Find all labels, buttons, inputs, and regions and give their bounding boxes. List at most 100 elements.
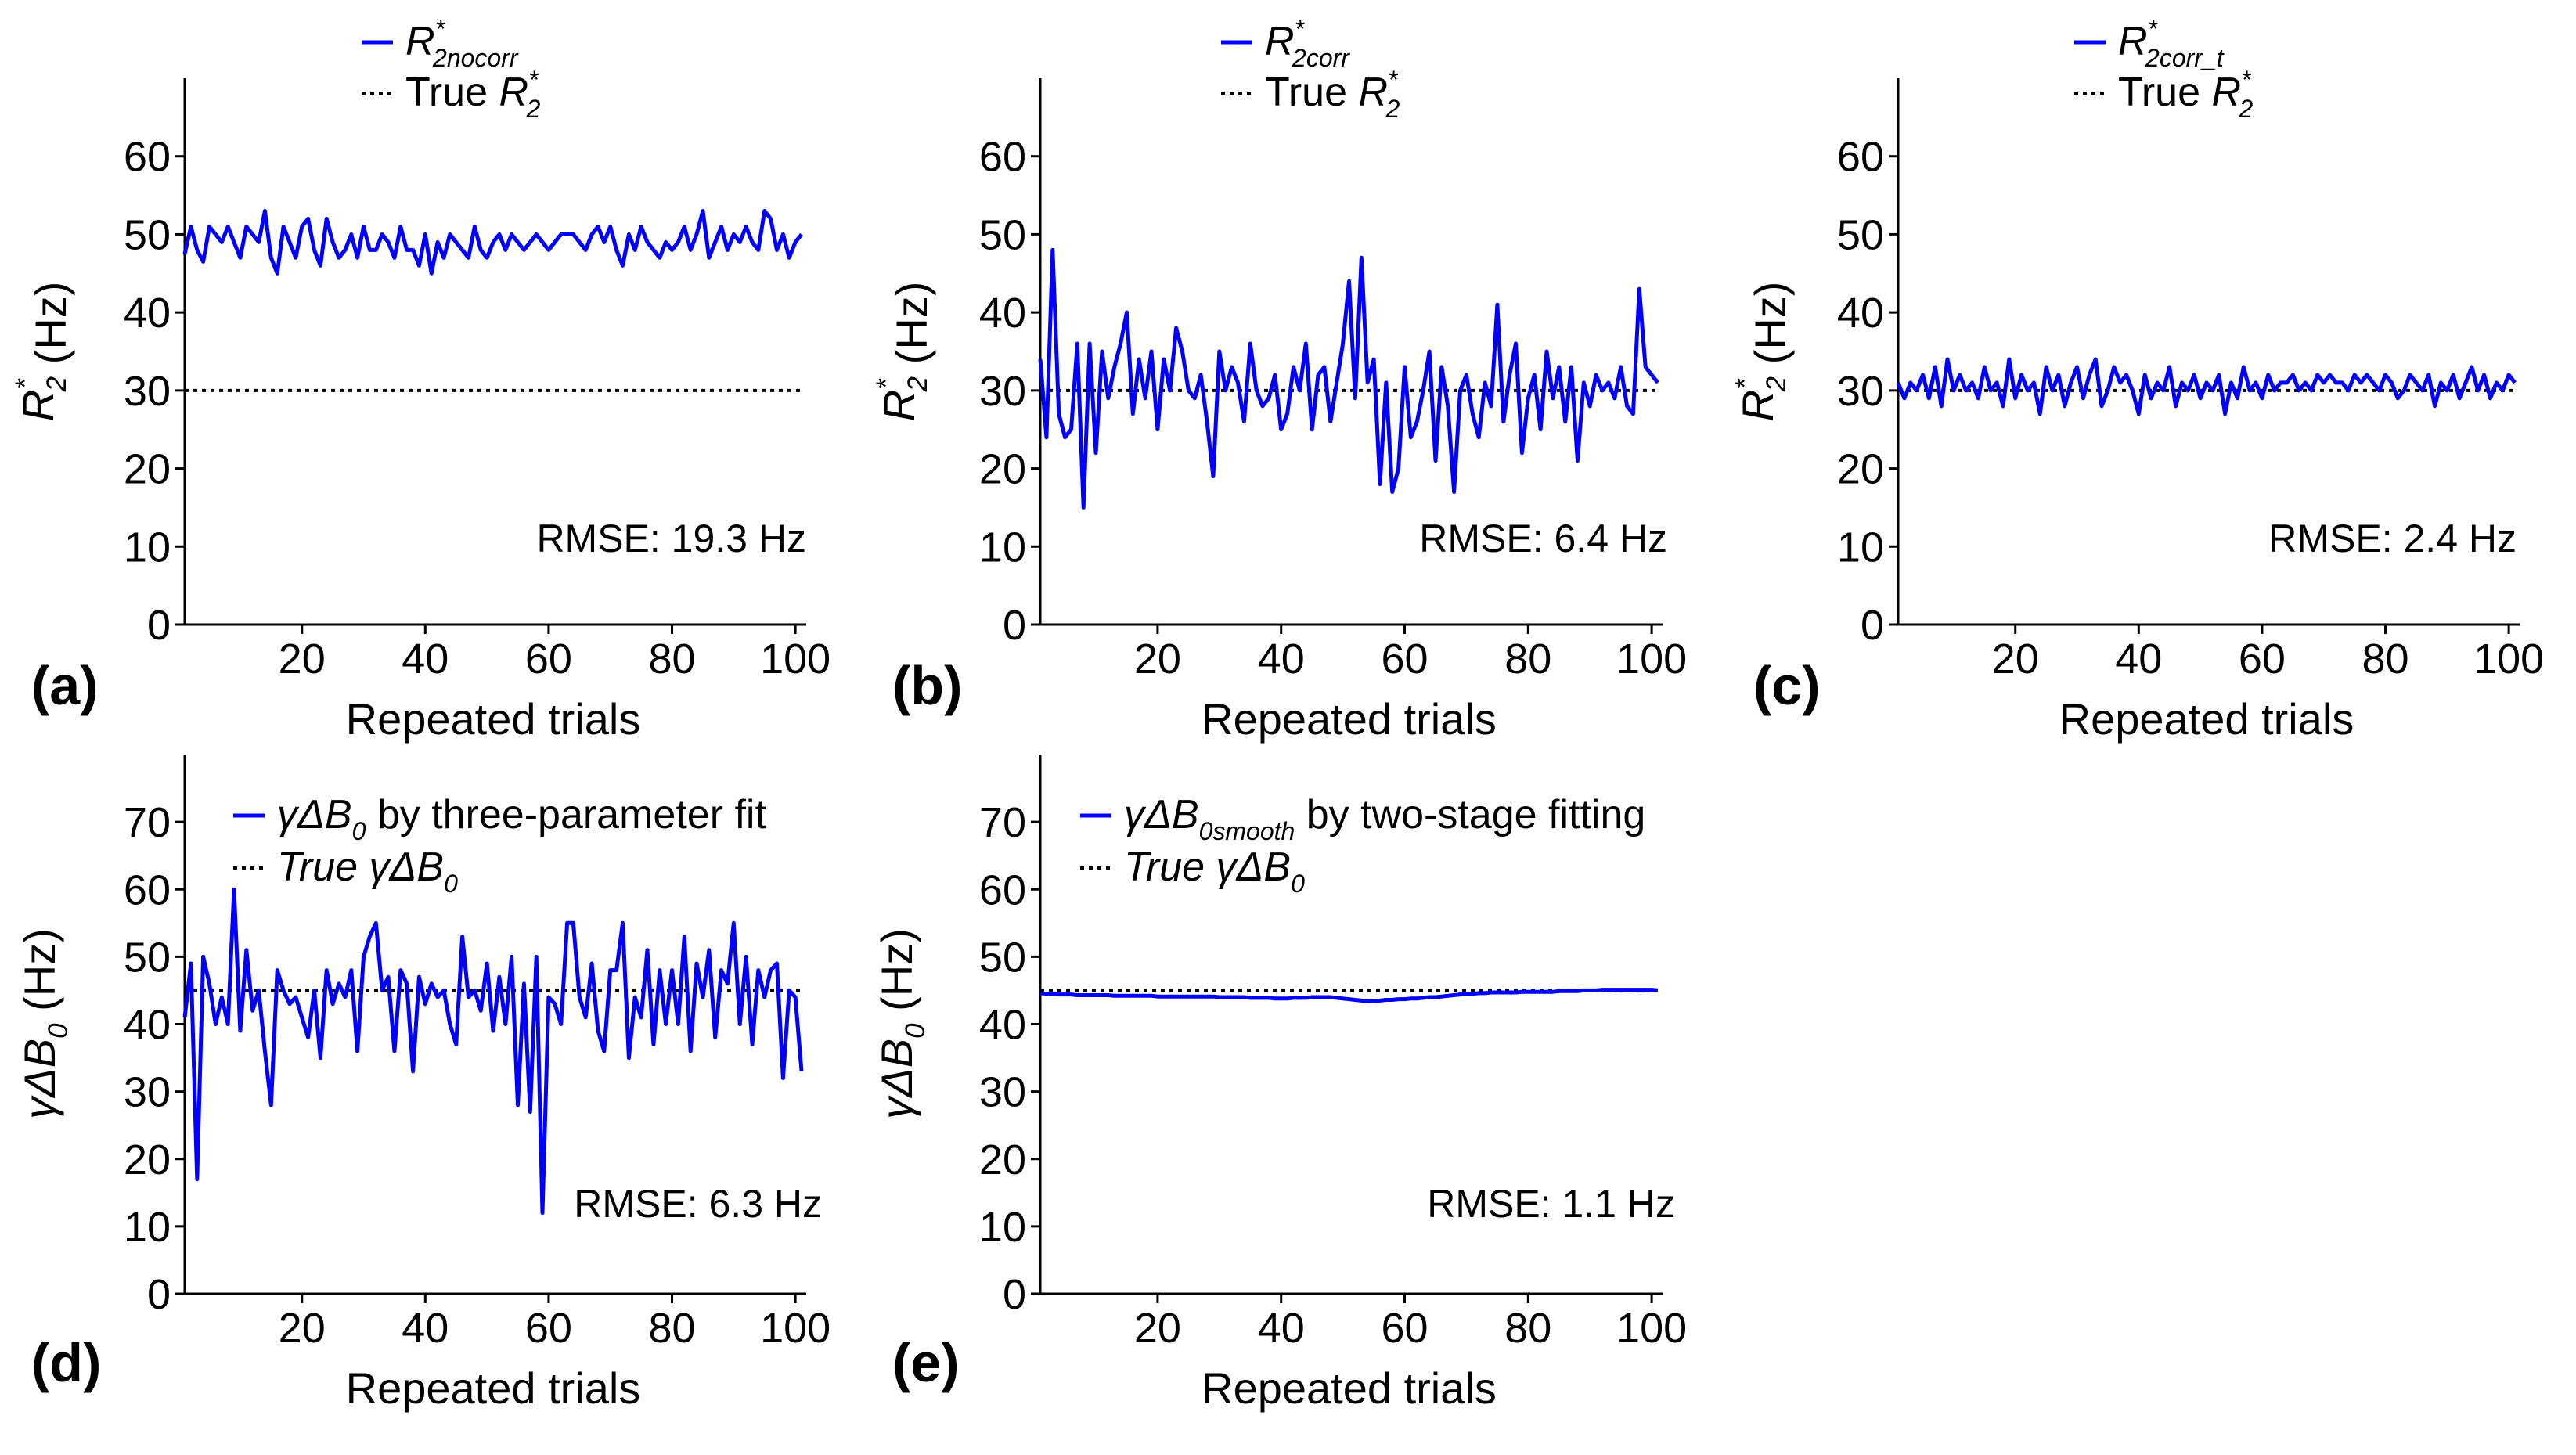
legend-label: True R* 2: [2118, 66, 2253, 123]
legend-label: True R* 2: [1265, 66, 1400, 123]
y-axis-title: R*2 (Hz): [871, 282, 936, 422]
x-tick-label: 20: [1992, 636, 2039, 682]
x-axis-title: Repeated trials: [346, 694, 641, 744]
y-tick-label: 0: [1003, 602, 1026, 649]
legend-label: γΔB0smooth​ by two-stage fitting: [1124, 792, 1645, 845]
x-tick-label: 100: [2473, 636, 2544, 682]
y-tick-label: 40: [124, 1002, 171, 1049]
y-tick-label: 60: [979, 866, 1026, 913]
legend-label: R* 2nocorr: [405, 15, 519, 72]
legend-label: R* 2corr_t: [2118, 15, 2225, 72]
y-tick-label: 30: [124, 368, 171, 415]
panel-e: 0 10 20 30 40 50 60 70 20 40 60 80 100 Repeated trial…: [872, 755, 1687, 1413]
legend-label: True R* 2: [405, 66, 540, 123]
y-tick-label: 10: [979, 1204, 1026, 1251]
y-tick-label: 50: [124, 934, 171, 981]
panel-d: 0 10 20 30 40 50 60 70 20 40 60 80 100 Repeated trial…: [15, 755, 830, 1413]
x-tick-label: 80: [1504, 1305, 1551, 1352]
y-tick-label: 0: [1861, 602, 1884, 649]
x-tick-label: 20: [1134, 1305, 1181, 1352]
panel-b: 0 10 20 30 40 50 60 20 40 60 80 100 Repeated trials R…: [871, 15, 1687, 744]
y-tick-label: 0: [147, 602, 171, 649]
x-axis-title: Repeated trials: [2059, 694, 2354, 744]
rmse-annotation: RMSE: 19.3 Hz: [536, 517, 806, 560]
x-tick-label: 60: [2239, 636, 2286, 682]
legend-label: True γΔB0​: [1124, 845, 1305, 898]
series-line: [1896, 357, 2517, 416]
y-tick-label: 20: [979, 1136, 1026, 1183]
x-axis-title: Repeated trials: [1202, 1363, 1497, 1413]
x-tick-label: 80: [648, 636, 695, 682]
x-tick-label: 100: [1616, 1305, 1687, 1352]
x-tick-label: 40: [1258, 636, 1305, 682]
x-tick-label: 80: [648, 1305, 695, 1352]
series-line: [182, 887, 804, 1216]
series-line: [182, 209, 803, 276]
series-line: [1039, 988, 1659, 1003]
y-tick-label: 10: [979, 524, 1026, 571]
y-tick-label: 60: [124, 134, 171, 181]
x-tick-label: 100: [760, 636, 830, 682]
x-axis-title: Repeated trials: [346, 1363, 641, 1413]
y-tick-label: 20: [1837, 446, 1884, 493]
y-tick-label: 10: [1837, 524, 1884, 571]
x-tick-label: 100: [1616, 636, 1687, 682]
y-tick-label: 40: [979, 290, 1026, 337]
y-tick-label: 70: [124, 799, 171, 846]
x-tick-label: 40: [2115, 636, 2162, 682]
y-tick-label: 30: [979, 368, 1026, 415]
panel-c: 0 10 20 30 40 50 60 20 40 60 80 100 Repeated trials R…: [1730, 15, 2544, 744]
x-tick-label: 80: [1504, 636, 1551, 682]
y-axis-title: γΔB0​ (Hz): [872, 928, 931, 1119]
y-axis-title: R*2 (Hz): [1730, 282, 1795, 422]
y-tick-label: 70: [979, 799, 1026, 846]
panel-letter: (b): [892, 655, 962, 716]
rmse-annotation: RMSE: 1.1 Hz: [1427, 1182, 1675, 1226]
y-tick-label: 50: [979, 934, 1026, 981]
y-tick-label: 40: [124, 290, 171, 337]
y-tick-label: 40: [1837, 290, 1884, 337]
x-tick-label: 20: [1134, 636, 1181, 682]
panel-a: 0 10 20 30 40 50 60 20 40 60 80 100 Repeated trials R…: [10, 15, 830, 744]
x-tick-label: 40: [402, 636, 449, 682]
panel-letter: (a): [31, 655, 99, 716]
rmse-annotation: RMSE: 2.4 Hz: [2268, 517, 2517, 560]
y-axis-title: R*2 (Hz): [10, 282, 75, 422]
panel-letter: (d): [31, 1332, 101, 1393]
x-tick-label: 60: [1381, 1305, 1428, 1352]
series-line: [1038, 247, 1659, 510]
legend-label: R* 2corr: [1265, 15, 1350, 72]
x-tick-label: 20: [279, 636, 326, 682]
x-tick-label: 60: [525, 1305, 572, 1352]
legend-label: True γΔB0​: [277, 845, 458, 898]
x-tick-label: 60: [1381, 636, 1428, 682]
y-tick-label: 30: [979, 1069, 1026, 1116]
rmse-annotation: RMSE: 6.4 Hz: [1419, 517, 1667, 560]
y-tick-label: 30: [124, 1069, 171, 1116]
y-tick-label: 10: [124, 1204, 171, 1251]
y-tick-label: 20: [124, 1136, 171, 1183]
y-tick-label: 10: [124, 524, 171, 571]
y-tick-label: 30: [1837, 368, 1884, 415]
y-tick-label: 50: [979, 211, 1026, 258]
y-tick-label: 60: [1837, 134, 1884, 181]
x-tick-label: 20: [279, 1305, 326, 1352]
x-tick-label: 40: [402, 1305, 449, 1352]
panel-letter: (e): [892, 1332, 960, 1393]
y-tick-label: 60: [979, 134, 1026, 181]
y-tick-label: 60: [124, 866, 171, 913]
x-tick-label: 100: [760, 1305, 830, 1352]
x-axis-title: Repeated trials: [1202, 694, 1497, 744]
y-tick-label: 0: [147, 1271, 171, 1318]
y-tick-label: 50: [1837, 211, 1884, 258]
x-tick-label: 60: [525, 636, 572, 682]
panel-letter: (c): [1753, 655, 1821, 716]
x-tick-label: 80: [2362, 636, 2408, 682]
y-axis-title: γΔB0​ (Hz): [15, 928, 74, 1119]
legend-label: γΔB0​ by three-parameter fit: [277, 792, 766, 845]
y-tick-label: 50: [124, 211, 171, 258]
y-tick-label: 20: [979, 446, 1026, 493]
y-tick-label: 0: [1003, 1271, 1026, 1318]
y-tick-label: 20: [124, 446, 171, 493]
